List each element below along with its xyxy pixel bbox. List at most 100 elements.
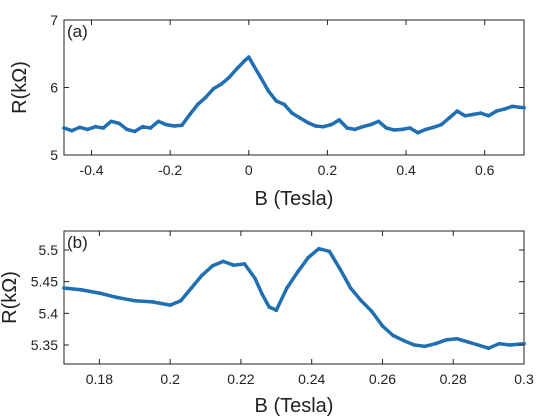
data-point <box>125 128 129 132</box>
x-tick-label: 0.2 <box>318 162 338 178</box>
data-point <box>510 105 514 109</box>
data-point <box>290 111 294 115</box>
data-point <box>220 82 224 86</box>
ticks-a: -0.4 -0.2 0 0.2 0.4 0.6 5 6 7 <box>50 12 524 178</box>
data-point <box>115 296 119 300</box>
data-point <box>70 129 74 133</box>
data-point <box>98 291 102 295</box>
chart-panel-a: -0.4 -0.2 0 0.2 0.4 0.6 5 6 7 (a) B (Tesla) R(kΩ… <box>9 12 526 210</box>
data-point <box>179 299 183 303</box>
data-point <box>455 337 459 341</box>
data-point <box>328 250 332 254</box>
data-point <box>62 126 66 130</box>
data-point <box>151 300 155 304</box>
data-point <box>259 76 263 80</box>
data-point <box>434 342 438 346</box>
data-point <box>393 128 397 132</box>
data-point <box>251 62 255 66</box>
data-point <box>267 89 271 93</box>
series-line <box>64 249 524 349</box>
data-point <box>141 125 145 129</box>
data-point <box>508 343 512 347</box>
data-point <box>408 126 412 130</box>
y-tick-label: 7 <box>50 12 58 28</box>
x-axis-label-a: B (Tesla) <box>255 188 334 210</box>
data-point <box>338 267 342 271</box>
x-tick-label: 0.26 <box>369 371 396 387</box>
data-point <box>314 124 318 128</box>
data-point <box>94 125 98 129</box>
data-point <box>306 256 310 260</box>
data-point <box>476 343 480 347</box>
data-point <box>444 338 448 342</box>
data-point <box>345 126 349 130</box>
data-point <box>133 130 137 134</box>
data-point <box>117 122 121 126</box>
y-tick-label: 5.35 <box>31 337 58 353</box>
data-point <box>296 270 300 274</box>
data-point <box>522 106 526 110</box>
data-point <box>322 125 326 129</box>
x-tick-label: 0 <box>245 162 253 178</box>
data-layer-b <box>62 247 526 350</box>
x-tick-label: 0.6 <box>475 162 495 178</box>
x-tick-label: 0.3 <box>514 371 534 387</box>
data-point <box>227 76 231 80</box>
data-point <box>133 299 137 303</box>
y-axis-label-b: R(kΩ) <box>0 271 21 324</box>
data-point <box>211 264 215 268</box>
data-point <box>448 116 452 120</box>
data-point <box>204 96 208 100</box>
series-line <box>64 57 524 133</box>
data-point <box>359 299 363 303</box>
data-point <box>466 340 470 344</box>
data-point <box>243 59 247 63</box>
x-tick-label: 0.18 <box>86 371 113 387</box>
data-point <box>349 286 353 290</box>
data-point <box>330 123 334 127</box>
data-point <box>86 128 90 132</box>
data-point <box>432 126 436 130</box>
data-point <box>487 346 491 350</box>
data-point <box>400 128 404 132</box>
x-tick-label: 0.28 <box>440 371 467 387</box>
data-point <box>369 123 373 127</box>
data-point <box>370 310 374 314</box>
y-tick-label: 5.4 <box>39 305 59 321</box>
data-point <box>80 288 84 292</box>
y-tick-label: 5.45 <box>31 274 58 290</box>
data-point <box>235 67 239 71</box>
data-point <box>243 262 247 266</box>
data-point <box>361 125 365 129</box>
plot-frame-a <box>64 20 524 155</box>
data-point <box>391 334 395 338</box>
data-point <box>102 126 106 130</box>
data-point <box>479 111 483 115</box>
data-point <box>190 286 194 290</box>
x-tick-label: 0.2 <box>160 371 180 387</box>
data-point <box>196 103 200 107</box>
data-point <box>172 124 176 128</box>
data-point <box>487 114 491 118</box>
data-point <box>424 128 428 132</box>
data-point <box>109 120 113 124</box>
data-point <box>282 103 286 107</box>
data-point <box>200 274 204 278</box>
data-point <box>337 118 341 122</box>
data-point <box>78 126 82 130</box>
x-tick-label: 0.22 <box>227 371 254 387</box>
data-point <box>267 305 271 309</box>
x-tick-label: -0.4 <box>79 162 103 178</box>
data-point <box>317 247 321 251</box>
data-point <box>275 308 279 312</box>
data-point <box>306 121 310 125</box>
x-tick-label: -0.2 <box>158 162 182 178</box>
y-axis-label-a: R(kΩ) <box>9 61 31 114</box>
data-point <box>423 345 427 349</box>
data-point <box>253 277 257 281</box>
data-point <box>275 99 279 103</box>
x-tick-label: 0.24 <box>298 371 325 387</box>
data-point <box>285 286 289 290</box>
data-point <box>180 124 184 128</box>
data-point <box>353 128 357 132</box>
